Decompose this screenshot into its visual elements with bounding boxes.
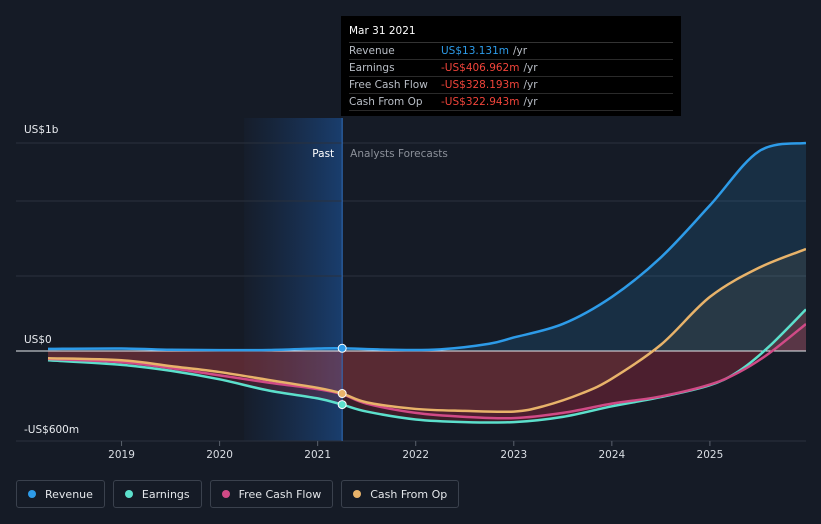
tooltip-label: Free Cash Flow [349,79,428,91]
earnings-point [337,400,347,410]
legend-dot-icon [28,490,36,498]
tooltip-unit: /yr [523,62,538,74]
revenue-line [47,141,806,352]
legend-label: Revenue [45,487,93,501]
highlight-points [337,343,347,410]
tooltip-row-revenue: Revenue US$13.131m /yr [349,43,673,60]
free-cash-flow-line [47,322,806,420]
x-tick-label: 2024 [598,449,625,461]
tooltip-unit: /yr [523,96,538,108]
series-lines [47,141,806,424]
tooltip-label: Revenue [349,45,395,57]
cash-from-op-line [47,247,806,414]
cash-from-op-point [337,389,347,399]
x-tick-label: 2020 [206,449,233,461]
past-label: Past [312,148,334,160]
tooltip-date: Mar 31 2021 [349,24,673,43]
earnings-area [48,309,806,423]
legend-label: Free Cash Flow [238,487,322,501]
legend: Revenue Earnings Free Cash Flow Cash Fro… [16,480,460,508]
tooltip-label: Earnings [349,62,395,74]
legend-dot-icon [124,490,133,498]
x-tick-label: 2023 [500,449,527,461]
free-cash-flow-area [48,323,806,419]
x-tick-label: 2021 [304,449,331,461]
tooltip-value: -US$328.193m [441,79,520,91]
gridlines [16,142,806,442]
revenue-point [337,343,347,353]
past-region-shade [244,118,343,441]
tooltip-row-cash-from-op: Cash From Op -US$322.943m /yr [349,94,673,111]
tooltip-value: -US$406.962m [441,62,520,74]
tooltip-label: Cash From Op [349,96,423,108]
tooltip-value: US$13.131m [441,45,509,57]
cash-from-op-area [48,249,806,412]
legend-dot-icon [353,490,362,498]
tooltip: Mar 31 2021 Revenue US$13.131m /yr Earni… [341,16,681,116]
tooltip-unit: /yr [513,45,528,57]
tooltip-value: -US$322.943m [441,96,520,108]
forecast-label: Analysts Forecasts [350,148,448,160]
legend-item-cash-from-op[interactable]: Cash From Op [341,480,460,508]
legend-item-revenue[interactable]: Revenue [16,480,105,508]
x-axis: 2019 2020 2021 2022 2023 2024 2025 [108,441,723,461]
legend-dot-icon [221,490,230,498]
tooltip-row-earnings: Earnings -US$406.962m /yr [349,60,673,77]
x-tick-label: 2019 [108,449,135,461]
y-tick-label: -US$600m [24,424,79,436]
legend-label: Earnings [141,487,190,501]
legend-label: Cash From Op [370,487,448,501]
y-axis: US$1b US$0 -US$600m [24,124,79,436]
x-tick-label: 2022 [402,449,429,461]
legend-item-earnings[interactable]: Earnings [112,480,202,508]
y-tick-label: US$1b [24,124,59,136]
y-tick-label: US$0 [24,334,52,346]
tooltip-unit: /yr [523,79,538,91]
legend-item-free-cash-flow[interactable]: Free Cash Flow [209,480,334,508]
tooltip-row-free-cash-flow: Free Cash Flow -US$328.193m /yr [349,77,673,94]
area-fills [48,143,806,423]
revenue-area [48,143,806,351]
x-tick-label: 2025 [697,449,724,461]
